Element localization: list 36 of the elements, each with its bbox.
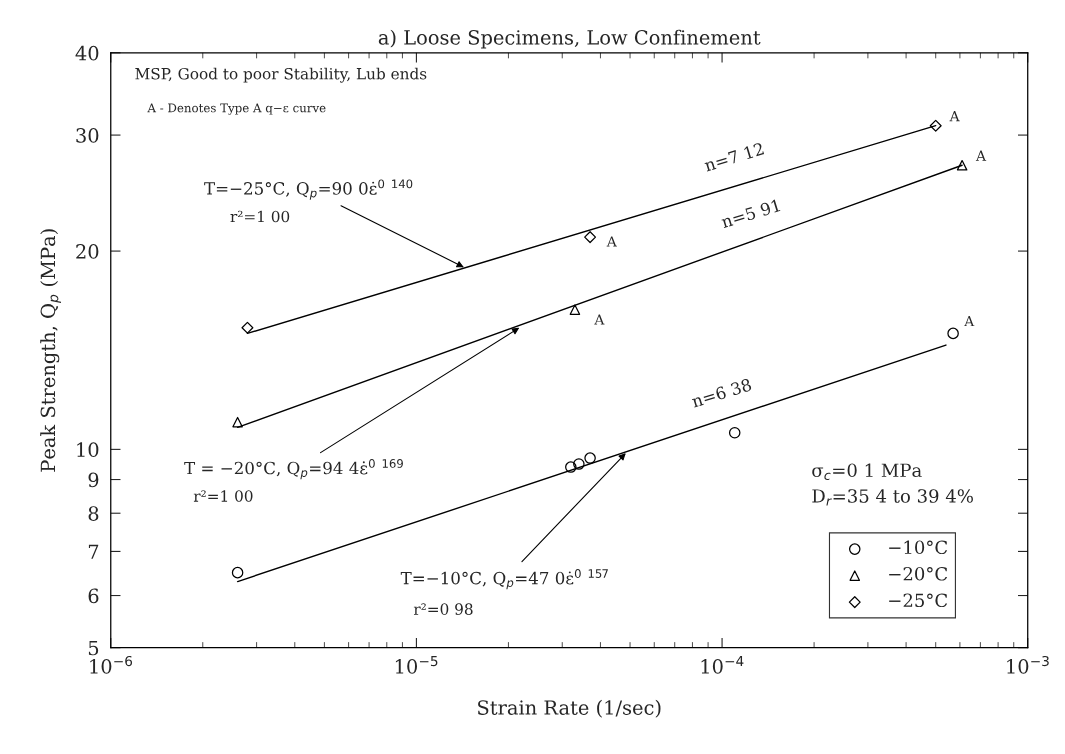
y-tick-label: 9 [88,472,99,488]
y-axis-title: Peak Strength, Q$_{p}$ (MPa) [40,229,62,472]
x-tick-label: 10$^{−3}$ [1007,655,1049,674]
annotation: A [594,314,605,325]
annotation: T=−25°C, Q$_{p}$=90 0ε̇$^{0 140}$ [204,179,413,200]
annotation: A - Denotes Type A q−ε curve [147,103,326,115]
x-tick-label: 10$^{−6}$ [90,655,133,674]
legend-label: −20°C [889,566,948,581]
legend-label: −25°C [889,593,948,608]
annotation: r²=1 00 [230,210,290,223]
annotation: n=5 91 [720,198,781,229]
annotation: r²=1 00 [193,490,253,502]
annotation: σ$_{c}$=0 1 MPa D$_{r}$=35 4 to 39 4% [812,463,973,506]
annotation: A [949,111,960,122]
y-tick-label: 40 [75,45,99,61]
x-axis-title: Strain Rate (1/sec) [478,699,661,718]
y-tick-label: 8 [88,506,99,521]
annotation: MSP, Good to poor Stability, Lub ends [135,67,427,83]
y-tick-label: 20 [76,244,99,259]
annotation: A [964,315,975,327]
legend-label: −10°C [889,540,948,555]
y-tick-label: 30 [76,128,99,143]
annotation: A [975,150,987,161]
y-tick-label: 10 [77,442,99,458]
annotation: r²=0 98 [413,603,473,615]
annotation: n=6 38 [690,378,752,408]
annotation: T=−10°C, Q$_{p}$=47 0ε̇$^{0 157}$ [400,569,608,590]
y-tick-label: 5 [88,640,99,656]
annotation: A [606,236,617,247]
annotation: T = −20°C, Q$_{p}$=94 4ε̇$^{0 169}$ [184,459,403,480]
x-tick-label: 10$^{−5}$ [395,656,438,674]
y-tick-label: 6 [88,588,99,604]
annotation: n=7 12 [703,142,765,172]
chart-title: a) Loose Specimens, Low Confinement [378,29,761,49]
y-tick-label: 7 [88,544,99,559]
x-tick-label: 10$^{−4}$ [701,656,744,674]
